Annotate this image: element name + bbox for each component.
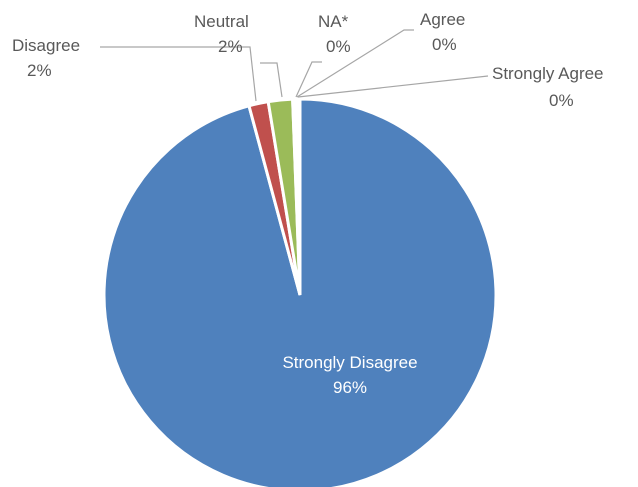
label-neutral-value: 2% — [218, 37, 243, 56]
leader-lines — [100, 29, 489, 102]
label-disagree-value: 2% — [27, 61, 52, 80]
label-disagree-name: Disagree — [12, 36, 80, 55]
label-strongly-agree-name: Strongly Agree — [492, 64, 604, 83]
label-na-value: 0% — [326, 37, 351, 56]
label-strongly-disagree-value: 96% — [333, 378, 367, 397]
label-agree-value: 0% — [432, 35, 457, 54]
label-neutral-name: Neutral — [194, 12, 249, 31]
leader-line-strongly-agree — [297, 75, 489, 98]
leader-line-na — [295, 61, 322, 98]
leader-line-disagree — [100, 46, 257, 102]
pie-slice-strongly-agree — [296, 97, 302, 296]
leader-line-neutral — [260, 62, 283, 98]
label-strongly-disagree-name: Strongly Disagree — [282, 353, 417, 372]
label-agree-name: Agree — [420, 10, 465, 29]
label-na-name: NA* — [318, 12, 349, 31]
label-strongly-agree-value: 0% — [549, 91, 574, 110]
leader-line-agree — [296, 29, 414, 98]
pie-slices — [102, 97, 498, 487]
data-labels: Disagree 2% Neutral 2% NA* 0% Agree 0% S… — [12, 10, 604, 397]
pie-slice-strongly-disagree — [102, 97, 498, 487]
